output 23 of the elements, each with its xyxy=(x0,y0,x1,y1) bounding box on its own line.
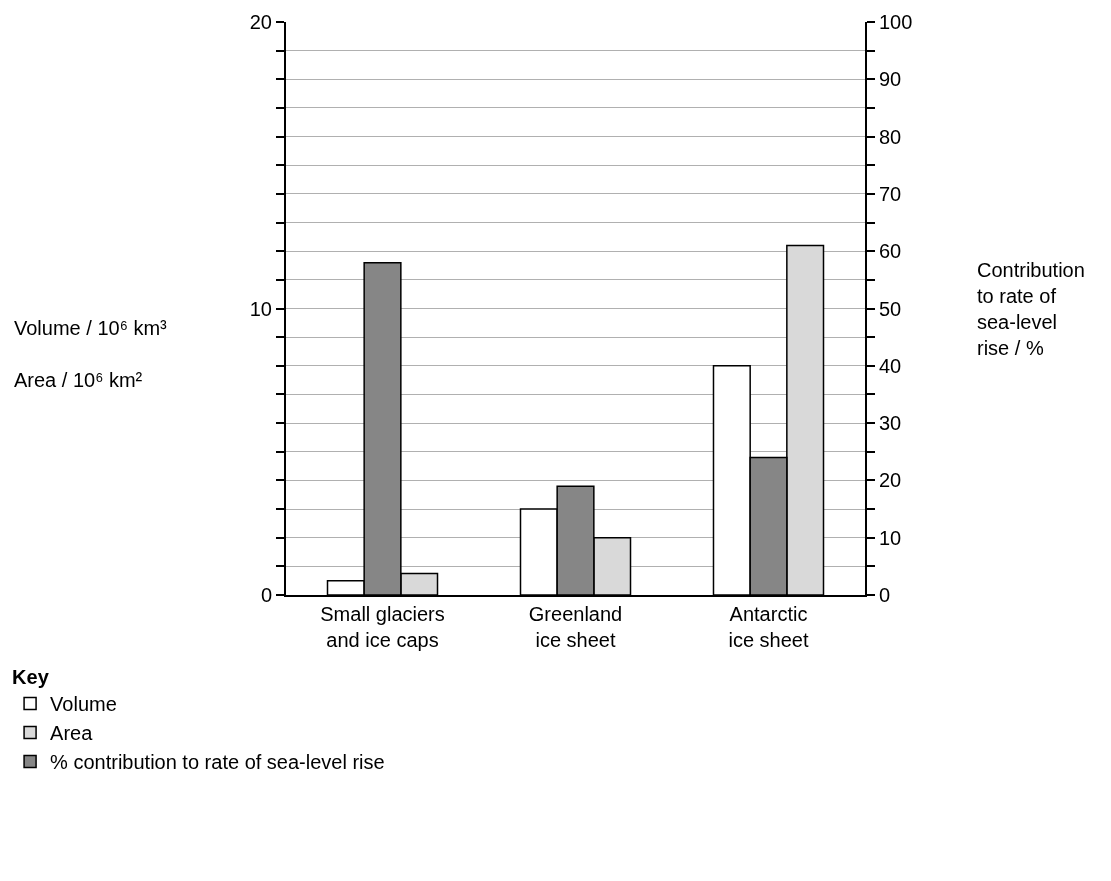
y2-tick-label: 30 xyxy=(879,412,902,435)
y2-tick-label: 20 xyxy=(879,469,902,492)
y-tick-label: 0 xyxy=(260,584,272,606)
y-tick-label: 10 xyxy=(249,297,272,320)
legend-label: % contribution to rate of sea-level rise xyxy=(50,751,385,774)
text: Volume / 10⁶ km³ Area / 10⁶ km² xyxy=(14,317,167,391)
legend-title: Key xyxy=(12,666,50,689)
y2-tick-label: 70 xyxy=(879,182,902,205)
y2-tick-label: 90 xyxy=(879,68,902,91)
y-tick-label: 20 xyxy=(249,11,272,33)
y2-tick-label: 80 xyxy=(879,125,902,148)
y2-tick-label: 100 xyxy=(879,11,913,33)
y2-tick-label: 10 xyxy=(879,526,902,549)
x-tick-label: Small glaciers and ice caps xyxy=(320,603,445,651)
x-tick-label: Greenland ice sheet xyxy=(528,603,623,651)
y2-tick-label: 40 xyxy=(879,354,902,377)
legend-label: Volume xyxy=(50,693,117,716)
y2-axis-title: Contribution to rate of sea-level rise / % xyxy=(977,259,1085,359)
y2-tick-label: 0 xyxy=(879,584,891,606)
y2-tick-label: 60 xyxy=(879,240,902,263)
x-tick-label: Antarctic ice sheet xyxy=(728,603,809,651)
legend-label: Area xyxy=(50,722,94,745)
y2-tick-label: 50 xyxy=(879,297,902,320)
